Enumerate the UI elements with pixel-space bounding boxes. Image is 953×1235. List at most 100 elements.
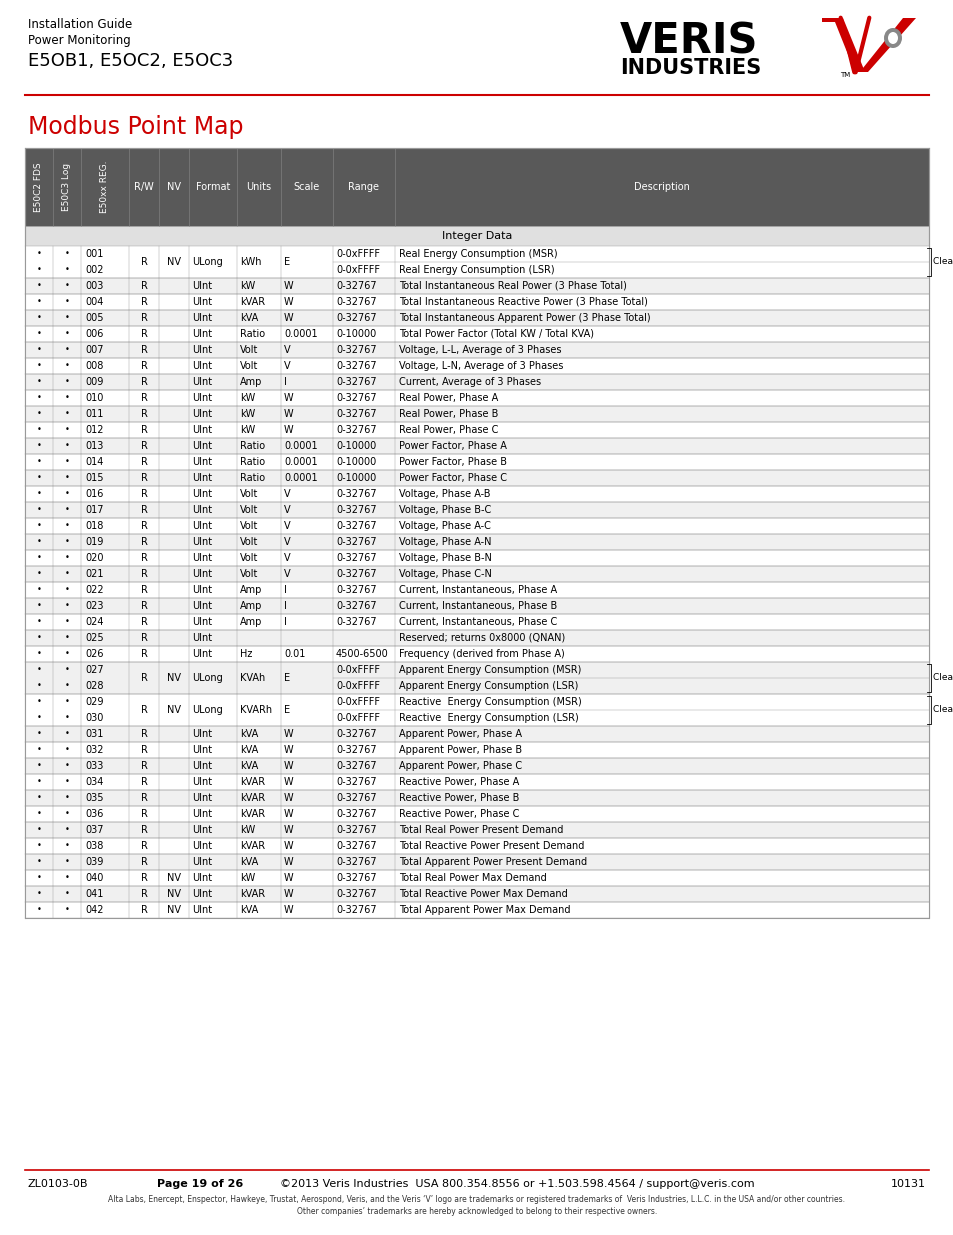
- Bar: [25, 582, 928, 598]
- Text: UInt: UInt: [192, 889, 212, 899]
- Text: Total Real Power Present Demand: Total Real Power Present Demand: [398, 825, 563, 835]
- Text: Clear via reset register: Clear via reset register: [932, 258, 953, 267]
- Bar: [25, 726, 928, 742]
- Text: 0-32767: 0-32767: [335, 377, 376, 387]
- Bar: [25, 517, 928, 534]
- Text: R: R: [140, 569, 148, 579]
- Text: UInt: UInt: [192, 521, 212, 531]
- Text: W: W: [284, 393, 294, 403]
- Text: Modbus Point Map: Modbus Point Map: [28, 115, 243, 140]
- Text: •: •: [36, 873, 41, 883]
- Text: 009: 009: [85, 377, 103, 387]
- Text: •: •: [65, 682, 70, 690]
- Ellipse shape: [883, 28, 901, 48]
- Text: •: •: [36, 601, 41, 610]
- Text: R: R: [140, 889, 148, 899]
- Text: R: R: [140, 601, 148, 611]
- Text: NV: NV: [167, 182, 181, 191]
- Text: 005: 005: [85, 312, 103, 324]
- Text: R: R: [140, 537, 148, 547]
- Text: •: •: [36, 266, 41, 274]
- Text: •: •: [36, 298, 41, 306]
- Text: •: •: [36, 841, 41, 851]
- Text: 017: 017: [85, 505, 103, 515]
- Text: 0-0xFFFF: 0-0xFFFF: [335, 680, 379, 692]
- Text: UInt: UInt: [192, 282, 212, 291]
- Text: Range: Range: [348, 182, 379, 191]
- Text: Reserved; returns 0x8000 (QNAN): Reserved; returns 0x8000 (QNAN): [398, 634, 565, 643]
- Text: 033: 033: [85, 761, 103, 771]
- Text: 0-32767: 0-32767: [335, 873, 376, 883]
- Text: Current, Instantaneous, Phase A: Current, Instantaneous, Phase A: [398, 585, 557, 595]
- Bar: [25, 662, 928, 694]
- Text: •: •: [65, 585, 70, 594]
- Text: NV: NV: [167, 889, 181, 899]
- Text: kVAR: kVAR: [240, 777, 265, 787]
- Text: •: •: [36, 618, 41, 626]
- Text: UInt: UInt: [192, 569, 212, 579]
- Text: Apparent Power, Phase A: Apparent Power, Phase A: [398, 729, 521, 739]
- Text: 019: 019: [85, 537, 103, 547]
- Text: 0.0001: 0.0001: [284, 457, 317, 467]
- Text: UInt: UInt: [192, 473, 212, 483]
- Text: 029: 029: [85, 697, 103, 706]
- Text: W: W: [284, 841, 294, 851]
- Text: Voltage, Phase A-N: Voltage, Phase A-N: [398, 537, 491, 547]
- Text: NV: NV: [167, 905, 181, 915]
- Text: R: R: [140, 473, 148, 483]
- Text: kVAR: kVAR: [240, 793, 265, 803]
- Text: Volt: Volt: [240, 505, 258, 515]
- Text: •: •: [36, 521, 41, 531]
- Text: Reactive Power, Phase C: Reactive Power, Phase C: [398, 809, 518, 819]
- Text: •: •: [36, 809, 41, 819]
- Text: •: •: [65, 794, 70, 803]
- Text: •: •: [65, 266, 70, 274]
- Text: •: •: [65, 249, 70, 258]
- Bar: [25, 902, 928, 918]
- Text: UInt: UInt: [192, 393, 212, 403]
- Text: 030: 030: [85, 713, 103, 722]
- Text: UInt: UInt: [192, 489, 212, 499]
- Text: •: •: [65, 282, 70, 290]
- Text: •: •: [65, 730, 70, 739]
- Text: 0-0xFFFF: 0-0xFFFF: [335, 266, 379, 275]
- Text: Apparent Energy Consumption (MSR): Apparent Energy Consumption (MSR): [398, 664, 580, 676]
- Text: •: •: [36, 553, 41, 562]
- Text: UInt: UInt: [192, 745, 212, 755]
- Bar: [25, 566, 928, 582]
- Text: E50C3 Log: E50C3 Log: [63, 163, 71, 211]
- Bar: [25, 342, 928, 358]
- Bar: [25, 869, 928, 885]
- Text: Reactive Power, Phase A: Reactive Power, Phase A: [398, 777, 518, 787]
- Text: •: •: [36, 762, 41, 771]
- Text: •: •: [65, 473, 70, 483]
- Text: Format: Format: [195, 182, 230, 191]
- Text: •: •: [65, 746, 70, 755]
- Text: 0-10000: 0-10000: [335, 457, 375, 467]
- Text: 0-32767: 0-32767: [335, 745, 376, 755]
- Text: 0-32767: 0-32767: [335, 601, 376, 611]
- Text: kVA: kVA: [240, 857, 258, 867]
- Text: Other companies’ trademarks are hereby acknowledged to belong to their respectiv: Other companies’ trademarks are hereby a…: [296, 1207, 657, 1215]
- Text: Real Power, Phase A: Real Power, Phase A: [398, 393, 497, 403]
- Bar: [25, 406, 928, 422]
- Text: Amp: Amp: [240, 618, 262, 627]
- Text: 041: 041: [85, 889, 103, 899]
- Text: •: •: [65, 330, 70, 338]
- Text: ULong: ULong: [192, 673, 222, 683]
- Text: R: R: [140, 618, 148, 627]
- Text: Real Power, Phase C: Real Power, Phase C: [398, 425, 497, 435]
- Text: R: R: [140, 729, 148, 739]
- Text: W: W: [284, 729, 294, 739]
- Bar: [25, 148, 928, 226]
- Text: •: •: [36, 426, 41, 435]
- Text: 010: 010: [85, 393, 103, 403]
- Text: Volt: Volt: [240, 521, 258, 531]
- Bar: [25, 790, 928, 806]
- Text: •: •: [36, 362, 41, 370]
- Text: 0.01: 0.01: [284, 650, 305, 659]
- Text: •: •: [65, 905, 70, 914]
- Text: W: W: [284, 745, 294, 755]
- Text: •: •: [65, 857, 70, 867]
- Text: 0.0001: 0.0001: [284, 441, 317, 451]
